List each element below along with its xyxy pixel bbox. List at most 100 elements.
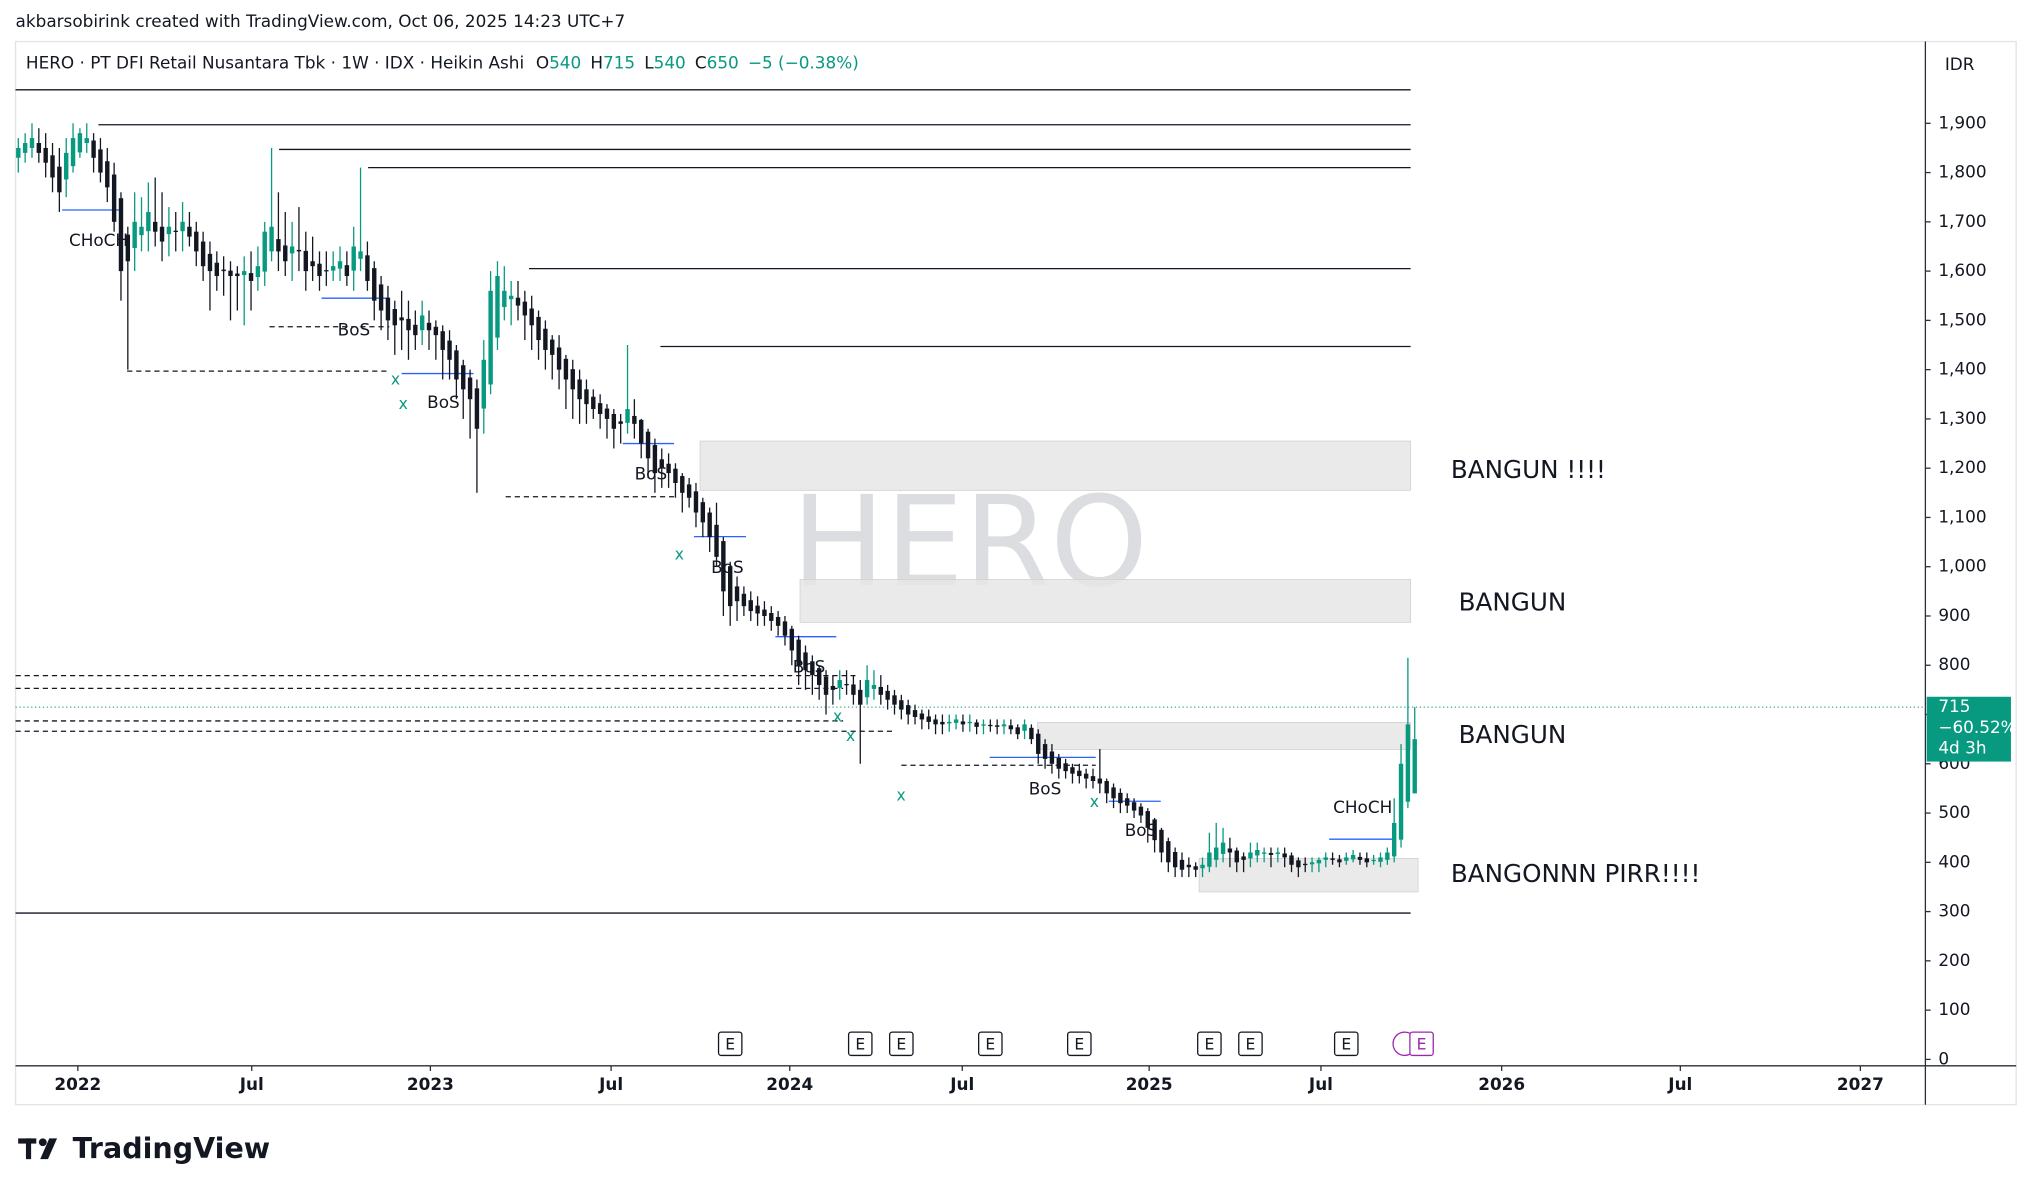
candle-body [994, 725, 1000, 727]
candle-body [1172, 851, 1178, 868]
candle-body [495, 276, 500, 338]
candle-body [159, 226, 165, 242]
candle-body [727, 566, 733, 607]
logo: TradingView [18, 1132, 270, 1165]
zone-label: BANGUN [1459, 720, 1567, 749]
candle-body [351, 246, 356, 271]
candle-body [878, 686, 884, 695]
candle-body [837, 680, 842, 688]
candle-body [1309, 862, 1315, 865]
candle-body [43, 147, 48, 163]
candle-body [70, 138, 76, 167]
candle-body [1138, 806, 1144, 816]
candle-body [625, 409, 630, 423]
candle-body [919, 713, 925, 720]
candle-body [796, 639, 801, 666]
annotation: x [391, 370, 400, 388]
candle-body [1186, 864, 1192, 868]
candle-body [125, 234, 131, 262]
candle-body [1077, 770, 1082, 777]
candle-body [1378, 857, 1383, 862]
candle-body [317, 263, 322, 277]
candle-body [241, 271, 247, 276]
candle-body [1337, 859, 1342, 863]
candle-body [577, 379, 582, 400]
candle-body [782, 621, 788, 636]
candle-body [816, 668, 822, 685]
candle-body [652, 445, 658, 474]
candle-body [447, 340, 452, 360]
earnings-box [889, 1031, 914, 1057]
candle-body [734, 586, 740, 602]
candle-body [680, 476, 685, 493]
candle-body [1234, 850, 1239, 863]
candle-body [741, 593, 747, 607]
currency: IDR [1945, 54, 1975, 74]
candle-body [152, 221, 158, 232]
candle-body [1248, 852, 1253, 859]
candle-body [1118, 792, 1123, 804]
candle-body [344, 265, 350, 277]
y-tick-label: 300 [1938, 901, 1970, 921]
candle-body [522, 301, 528, 316]
candle-body [1391, 822, 1397, 857]
candle-body [762, 609, 767, 616]
earnings-label: E [1246, 1036, 1256, 1054]
candle-body [467, 377, 473, 400]
earnings-box [1238, 1031, 1263, 1057]
annotation: x [675, 545, 684, 563]
candle-body [1090, 776, 1096, 782]
earnings-label: E [1341, 1036, 1351, 1054]
candle-body [775, 616, 781, 626]
candle-body [481, 359, 486, 409]
legend-title: HERO · PT DFI Retail Nusantara Tbk · 1W … [26, 53, 524, 73]
candle-body [276, 239, 281, 252]
candle-body [604, 408, 610, 419]
y-tick-label: 1,900 [1938, 112, 1986, 132]
annotation: CHoCH [69, 230, 128, 250]
candle-body [1104, 781, 1109, 794]
candle-body [1125, 798, 1130, 806]
candle-body [673, 468, 678, 483]
candle-body [1255, 850, 1260, 856]
annotation: x [897, 787, 906, 805]
earnings-label: E [855, 1036, 865, 1054]
candle-body [967, 721, 972, 724]
annotation: BoS [338, 320, 371, 340]
candle-body [960, 721, 966, 725]
candle-body [36, 143, 42, 153]
candle-body [1323, 857, 1328, 860]
candle-body [187, 226, 192, 237]
candle-body [426, 322, 432, 331]
candle-body [194, 231, 199, 252]
candle-body [1268, 852, 1274, 855]
candle-body [1036, 733, 1041, 754]
brand: TradingView [73, 1132, 271, 1165]
candle-body [1152, 819, 1157, 841]
earnings-box [1066, 1031, 1092, 1057]
candle-body [324, 270, 329, 272]
zone-label: BANGUN [1459, 588, 1567, 617]
candle-body [111, 174, 117, 222]
candle-body [64, 152, 69, 180]
candle-body [755, 605, 760, 614]
y-tick-label: 900 [1938, 605, 1970, 625]
candle-body [892, 695, 897, 705]
earnings-box [717, 1031, 743, 1057]
candle-body [1275, 852, 1281, 854]
candle-body [912, 710, 918, 717]
candle-body [789, 628, 795, 651]
candle-body [1330, 858, 1335, 860]
candle-body [269, 226, 274, 252]
candle-body [1063, 763, 1068, 772]
candle-body [440, 331, 445, 350]
candle-body [632, 415, 637, 424]
ohlc-label: L [644, 53, 654, 73]
candle-body [1131, 802, 1137, 811]
candle-body [1145, 811, 1150, 828]
candle-body [1029, 727, 1034, 740]
x-tick-label: 2027 [1837, 1074, 1884, 1094]
candle-body [1316, 859, 1322, 864]
countdown-label: 4d 3h [1938, 738, 1986, 758]
y-tick-label: 1,600 [1938, 260, 1986, 280]
